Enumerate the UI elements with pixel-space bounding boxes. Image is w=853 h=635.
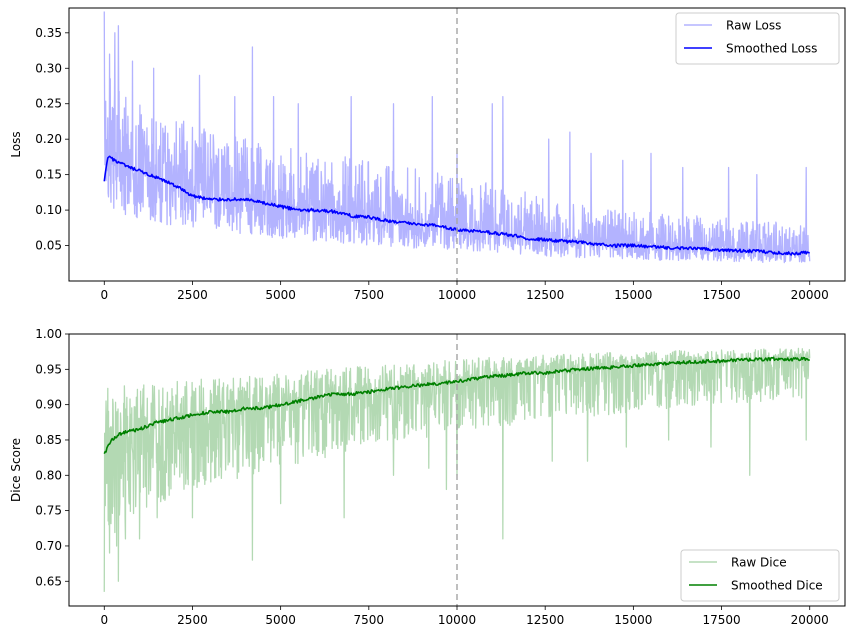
loss-y-axis: 0.05 0.10 0.15 0.20 0.25 0.30 0.35 — [35, 26, 69, 253]
dice-legend: Raw Dice Smoothed Dice — [680, 549, 840, 602]
loss-x-tick-label: 5000 — [265, 288, 296, 302]
smoothed-loss-legend-label: Smoothed Loss — [726, 42, 817, 56]
loss-x-tick-label: 12500 — [526, 288, 564, 302]
dice-y-tick-label: 0.85 — [35, 433, 62, 447]
dice-x-tick-label: 15000 — [614, 613, 652, 627]
dice-x-tick-label: 20000 — [791, 613, 829, 627]
dice-x-tick-label: 10000 — [438, 613, 476, 627]
loss-legend-box — [675, 12, 840, 65]
dice-y-tick-label: 0.65 — [35, 574, 62, 588]
dice-x-tick-label: 17500 — [702, 613, 740, 627]
loss-y-axis-label: Loss — [9, 131, 23, 157]
dice-plot-area — [103, 334, 811, 606]
dice-x-tick-label: 2500 — [177, 613, 208, 627]
loss-y-tick-label: 0.15 — [35, 168, 62, 182]
dice-y-tick-label: 0.95 — [35, 362, 62, 376]
dice-x-tick-label: 7500 — [354, 613, 385, 627]
dice-panel: 0 2500 5000 7500 10000 12500 15000 17500 20000 0… — [9, 327, 846, 627]
loss-x-axis: 0 2500 5000 7500 10000 12500 15000 17500 20000 — [100, 281, 829, 302]
dice-legend-box — [680, 549, 840, 602]
dice-y-tick-label: 0.80 — [35, 468, 62, 482]
dice-y-axis: 0.65 0.70 0.75 0.80 0.85 0.90 0.95 1.00 — [35, 327, 69, 588]
loss-y-tick-label: 0.35 — [35, 26, 62, 40]
loss-y-tick-label: 0.10 — [35, 203, 62, 217]
loss-y-tick-label: 0.20 — [35, 132, 62, 146]
loss-plot-area — [103, 8, 811, 281]
dice-smoothed-series-line — [103, 356, 810, 454]
loss-x-tick-label: 2500 — [177, 288, 208, 302]
dice-x-axis: 0 2500 5000 7500 10000 12500 15000 17500 20000 — [100, 606, 829, 627]
loss-y-tick-label: 0.30 — [35, 61, 62, 75]
smoothed-dice-legend-label: Smoothed Dice — [731, 579, 823, 593]
dice-x-tick-label: 5000 — [265, 613, 296, 627]
loss-x-tick-label: 0 — [100, 288, 108, 302]
loss-legend: Raw Loss Smoothed Loss — [675, 12, 840, 65]
loss-x-tick-label: 20000 — [791, 288, 829, 302]
dice-y-tick-label: 0.75 — [35, 504, 62, 518]
raw-dice-legend-label: Raw Dice — [731, 556, 787, 570]
dice-x-tick-label: 12500 — [526, 613, 564, 627]
dice-x-tick-label: 0 — [100, 613, 108, 627]
loss-x-tick-label: 17500 — [702, 288, 740, 302]
raw-loss-legend-label: Raw Loss — [726, 19, 781, 33]
loss-x-tick-label: 10000 — [438, 288, 476, 302]
loss-y-tick-label: 0.25 — [35, 97, 62, 111]
loss-x-tick-label: 7500 — [354, 288, 385, 302]
dice-y-tick-label: 1.00 — [35, 327, 62, 341]
loss-panel: 0 2500 5000 7500 10000 12500 15000 17500 20000 0… — [9, 7, 846, 302]
loss-x-tick-label: 15000 — [614, 288, 652, 302]
dice-y-tick-label: 0.90 — [35, 398, 62, 412]
loss-y-tick-label: 0.05 — [35, 239, 62, 253]
dice-y-axis-label: Dice Score — [9, 438, 23, 502]
dice-y-tick-label: 0.70 — [35, 539, 62, 553]
